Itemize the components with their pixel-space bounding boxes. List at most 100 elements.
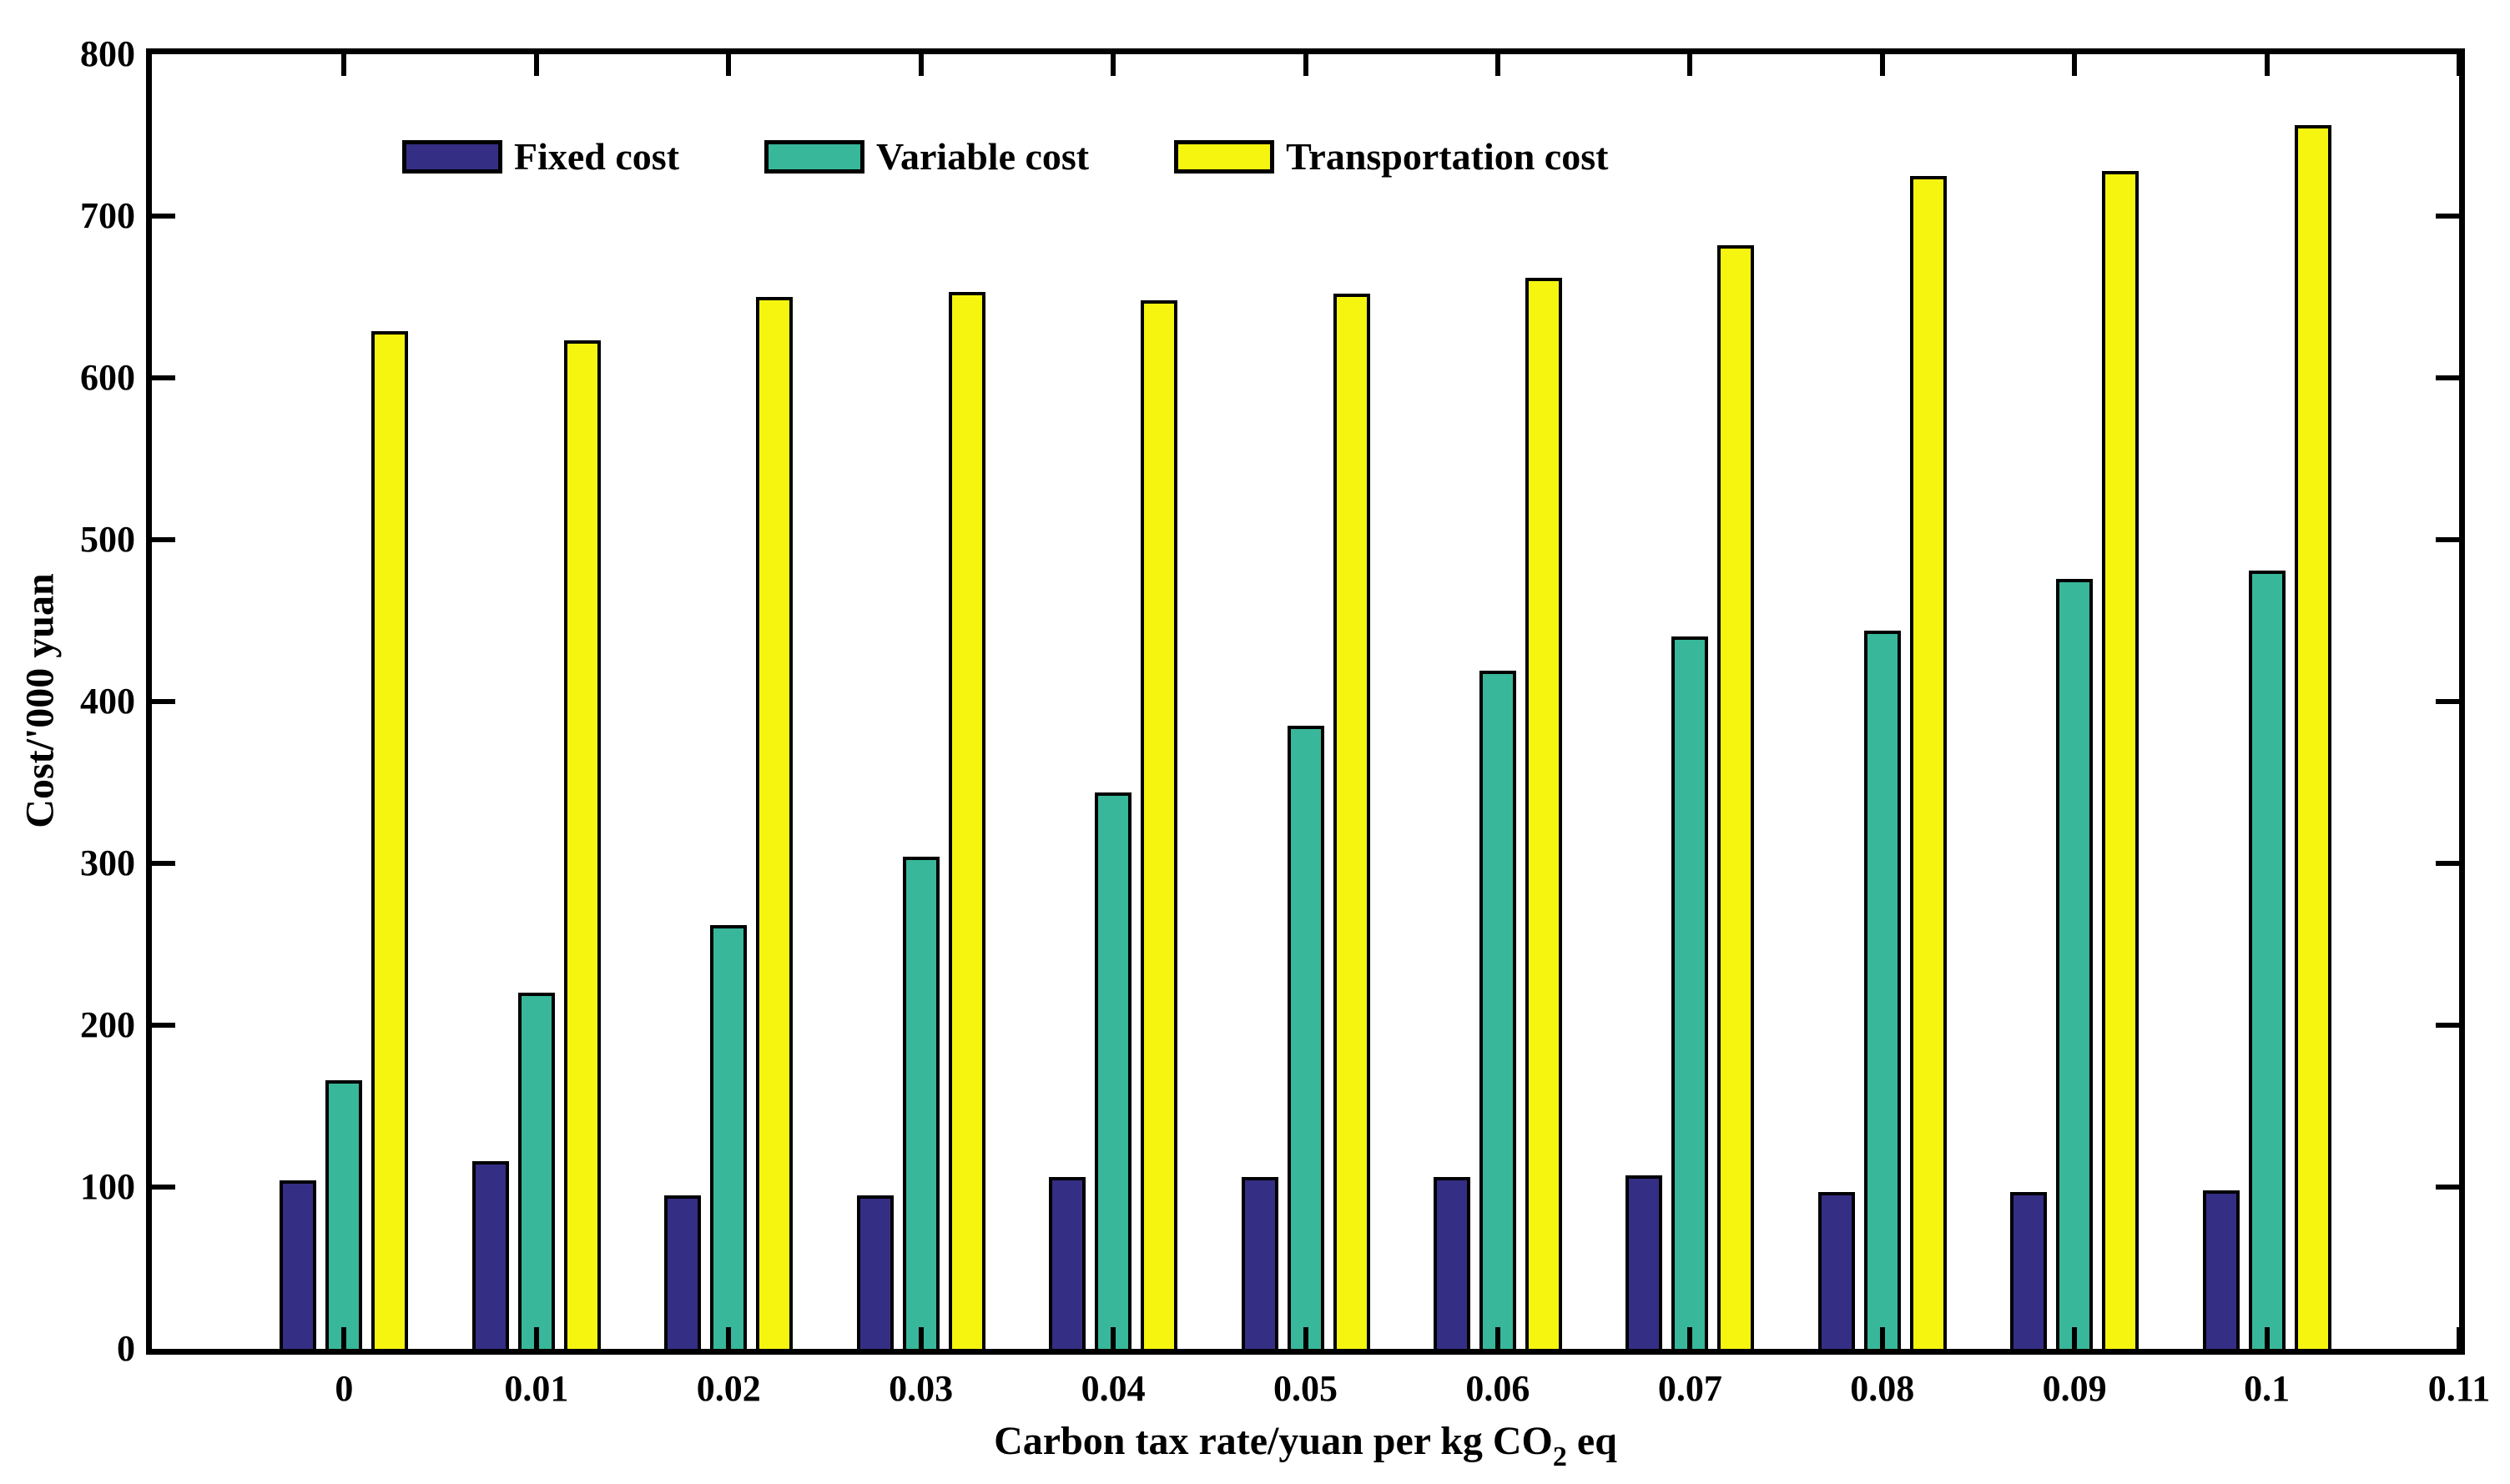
bar-variable-cost-0.1 bbox=[2248, 570, 2286, 1349]
y-tick-label: 400 bbox=[80, 681, 135, 722]
bar-variable-cost-0.08 bbox=[1863, 630, 1901, 1349]
x-axis-title-suffix: eq bbox=[1566, 1419, 1617, 1463]
legend-item-transportation-cost: Transportation cost bbox=[1174, 134, 1608, 179]
bar-variable-cost-0.02 bbox=[710, 924, 748, 1349]
variable-cost-swatch bbox=[764, 139, 865, 174]
bar-transportation-cost-0.02 bbox=[756, 297, 794, 1349]
bar-transportation-cost-0.09 bbox=[2102, 170, 2140, 1349]
x-tick-label: 0.09 bbox=[2042, 1368, 2107, 1409]
x-tick-bottom bbox=[2457, 1327, 2462, 1349]
bar-variable-cost-0.09 bbox=[2056, 578, 2094, 1349]
x-tick-top bbox=[1687, 54, 1693, 76]
y-tick-right bbox=[2436, 1185, 2459, 1190]
x-tick-top bbox=[2264, 54, 2270, 76]
bar-transportation-cost-0.01 bbox=[563, 340, 601, 1349]
x-tick-top bbox=[1494, 54, 1500, 76]
bar-variable-cost-0.05 bbox=[1287, 726, 1324, 1349]
legend-item-variable-cost: Variable cost bbox=[764, 134, 1089, 179]
bar-fixed-cost-0.1 bbox=[2202, 1190, 2240, 1349]
bar-transportation-cost-0 bbox=[371, 330, 409, 1349]
bar-transportation-cost-0.05 bbox=[1333, 294, 1370, 1349]
y-tick-right bbox=[2436, 537, 2459, 542]
bar-variable-cost-0.04 bbox=[1095, 792, 1132, 1349]
y-tick-label: 100 bbox=[80, 1166, 135, 1207]
x-tick-label: 0.04 bbox=[1081, 1368, 1146, 1409]
x-tick-bottom bbox=[1494, 1327, 1500, 1349]
y-tick-left bbox=[152, 375, 175, 380]
y-tick-left bbox=[152, 861, 175, 866]
y-tick-right bbox=[2436, 699, 2459, 704]
x-tick-bottom bbox=[1303, 1327, 1308, 1349]
bar-fixed-cost-0.01 bbox=[471, 1160, 509, 1349]
transportation-cost-swatch bbox=[1174, 139, 1275, 174]
legend-label-variable-cost: Variable cost bbox=[876, 135, 1090, 178]
y-tick-right bbox=[2436, 375, 2459, 380]
x-axis-title: Carbon tax rate/yuan per kg CO2 eq bbox=[146, 1418, 2465, 1472]
bar-fixed-cost-0.05 bbox=[1241, 1177, 1278, 1349]
y-tick-left bbox=[152, 1023, 175, 1028]
x-tick-top bbox=[1303, 54, 1308, 76]
bar-fixed-cost-0.02 bbox=[664, 1195, 702, 1349]
x-tick-label: 0.01 bbox=[504, 1368, 569, 1409]
x-tick-top bbox=[1111, 54, 1116, 76]
legend: Fixed cost Variable cost Transportation … bbox=[402, 134, 1608, 179]
x-tick-top bbox=[918, 54, 924, 76]
y-tick-left bbox=[152, 537, 175, 542]
x-tick-bottom bbox=[1111, 1327, 1116, 1349]
y-tick-right bbox=[2436, 214, 2459, 219]
x-tick-label: 0.02 bbox=[696, 1368, 761, 1409]
bar-transportation-cost-0.07 bbox=[1717, 244, 1755, 1349]
x-tick-bottom bbox=[1687, 1327, 1693, 1349]
y-tick-label: 300 bbox=[80, 843, 135, 883]
y-tick-left bbox=[152, 699, 175, 704]
bar-transportation-cost-0.03 bbox=[948, 292, 985, 1349]
x-tick-bottom bbox=[533, 1327, 539, 1349]
x-tick-label: 0.03 bbox=[889, 1368, 954, 1409]
x-tick-top bbox=[2072, 54, 2078, 76]
x-tick-bottom bbox=[2072, 1327, 2078, 1349]
y-tick-label: 700 bbox=[80, 195, 135, 236]
bar-transportation-cost-0.06 bbox=[1525, 277, 1562, 1349]
x-tick-top bbox=[726, 54, 732, 76]
bar-variable-cost-0.01 bbox=[517, 993, 555, 1349]
legend-label-fixed-cost: Fixed cost bbox=[514, 135, 680, 178]
x-tick-top bbox=[533, 54, 539, 76]
y-tick-label: 200 bbox=[80, 1004, 135, 1045]
bar-transportation-cost-0.08 bbox=[1909, 175, 1947, 1349]
bar-fixed-cost-0.09 bbox=[2010, 1191, 2048, 1349]
x-axis-title-subscript: 2 bbox=[1552, 1441, 1567, 1472]
bar-variable-cost-0 bbox=[325, 1079, 363, 1349]
x-tick-label: 0.11 bbox=[2427, 1368, 2491, 1409]
y-tick-left bbox=[152, 1185, 175, 1190]
x-tick-bottom bbox=[2264, 1327, 2270, 1349]
x-tick-top bbox=[1879, 54, 1885, 76]
bar-variable-cost-0.06 bbox=[1479, 671, 1516, 1349]
x-tick-bottom bbox=[726, 1327, 732, 1349]
y-tick-right bbox=[2436, 1023, 2459, 1028]
legend-label-transportation-cost: Transportation cost bbox=[1286, 135, 1609, 178]
bar-fixed-cost-0 bbox=[280, 1180, 317, 1349]
bar-fixed-cost-0.08 bbox=[1817, 1191, 1855, 1349]
y-tick-label: 500 bbox=[80, 519, 135, 560]
x-tick-label: 0.1 bbox=[2244, 1368, 2291, 1409]
x-tick-label: 0.05 bbox=[1273, 1368, 1338, 1409]
y-tick-label: 0 bbox=[117, 1328, 135, 1369]
x-tick-label: 0.07 bbox=[1657, 1368, 1722, 1409]
x-tick-label: 0.06 bbox=[1465, 1368, 1530, 1409]
bar-fixed-cost-0.03 bbox=[856, 1195, 894, 1349]
bar-fixed-cost-0.07 bbox=[1625, 1175, 1663, 1349]
x-tick-top bbox=[2457, 54, 2462, 76]
fixed-cost-swatch bbox=[402, 139, 502, 174]
bar-variable-cost-0.03 bbox=[902, 857, 940, 1349]
x-tick-bottom bbox=[341, 1327, 347, 1349]
x-tick-top bbox=[341, 54, 347, 76]
bar-fixed-cost-0.06 bbox=[1433, 1177, 1470, 1349]
legend-item-fixed-cost: Fixed cost bbox=[402, 134, 679, 179]
x-tick-label: 0 bbox=[335, 1368, 354, 1409]
bar-transportation-cost-0.04 bbox=[1141, 299, 1178, 1349]
bar-fixed-cost-0.04 bbox=[1049, 1177, 1086, 1349]
plot-area: Fixed cost Variable cost Transportation … bbox=[146, 48, 2465, 1355]
x-tick-label: 0.08 bbox=[1850, 1368, 1915, 1409]
y-tick-label: 600 bbox=[80, 357, 135, 398]
